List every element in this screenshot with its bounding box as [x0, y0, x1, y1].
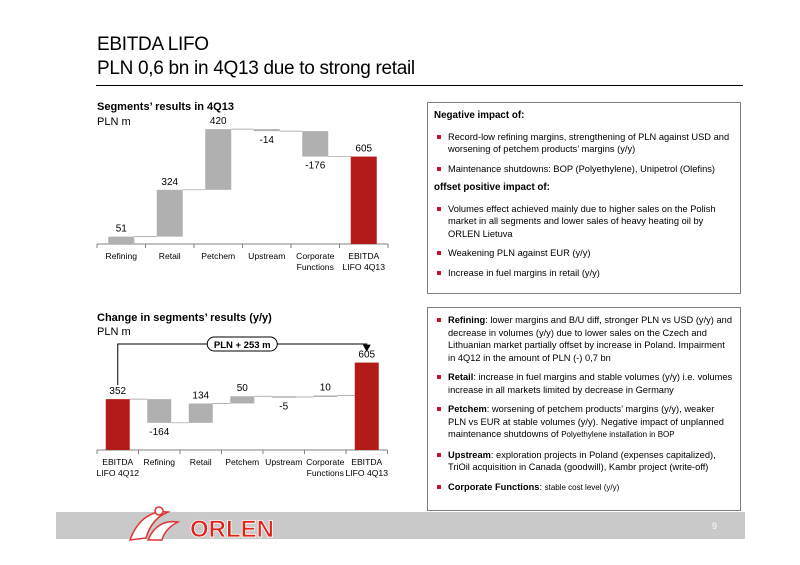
data-label: 10 [320, 383, 332, 394]
orlen-logo: ORLEN [128, 506, 274, 543]
page-title: EBITDA LIFO [97, 34, 209, 55]
data-label: 605 [358, 350, 375, 361]
eagle-icon [128, 506, 181, 541]
list-item: Weakening PLN against EUR (y/y) [434, 247, 734, 260]
data-label: 51 [116, 224, 128, 235]
chart-bar [188, 403, 213, 423]
category-label: Refining [143, 457, 175, 467]
list-item: Retail: increase in fuel margins and sta… [434, 371, 734, 396]
list-item: Refining: lower margins and B/U diff, st… [434, 314, 734, 364]
chart2-unit: PLN m [97, 326, 131, 338]
page-subtitle: PLN 0,6 bn in 4Q13 due to strong retail [97, 58, 415, 79]
segments-commentary-box: Refining: lower margins and B/U diff, st… [427, 307, 741, 511]
list-item: Increase in fuel margins in retail (y/y) [434, 267, 734, 280]
chart-bar [230, 396, 255, 404]
list-item: Corporate Functions: stable cost level (… [434, 481, 734, 495]
category-label: Petchem [225, 457, 259, 467]
chart-bar [147, 399, 172, 423]
box1-list-negative: Record-low refining margins, strengtheni… [434, 131, 734, 176]
segments-results-chart: 51 Refining 324 Retail 420 Petchem -14 Upstream… [96, 116, 389, 272]
chart1-unit: PLN m [97, 116, 131, 128]
category-label: EBITDA [348, 251, 379, 261]
box1-header-negative: Negative impact of: [434, 110, 525, 121]
data-label: -176 [305, 161, 325, 172]
category-label: EBITDA [102, 457, 133, 467]
bullet-icon [437, 484, 441, 489]
box1-header-positive: offset positive impact of: [434, 182, 550, 193]
chart-bar [350, 156, 377, 244]
chart-bar [108, 236, 135, 244]
chart1-title: Segments’ results in 4Q13 [97, 101, 234, 113]
chart-bar [253, 129, 280, 132]
category-label: Upstream [248, 251, 285, 261]
category-label: Petchem [201, 251, 235, 261]
bullet-icon [437, 134, 441, 139]
category-label: Corporate [306, 457, 344, 467]
data-label: -14 [260, 135, 275, 146]
list-item: Upstream: exploration projects in Poland… [434, 449, 734, 474]
chart-bar [205, 129, 232, 190]
chart-bar [271, 396, 296, 398]
list-item: Petchem: worsening of petchem products’ … [434, 403, 734, 442]
category-label: Functions [297, 262, 334, 272]
bullet-icon [437, 318, 441, 322]
annotation-pill [206, 336, 278, 352]
list-item: Volumes effect achieved mainly due to hi… [434, 203, 734, 241]
arrow-down-icon [362, 344, 371, 352]
category-label: Upstream [265, 457, 302, 467]
title-divider [96, 85, 743, 86]
data-label: -164 [149, 427, 169, 438]
bullet-icon [437, 206, 441, 211]
list-item: Record-low refining margins, strengtheni… [434, 131, 734, 156]
chart2-title: Change in segments’ results (y/y) [97, 312, 272, 324]
bullet-icon [437, 407, 441, 411]
data-label: 352 [109, 386, 126, 397]
chart-bar [313, 395, 338, 398]
negative-impact-box: Negative impact of: Record-low refining … [427, 102, 741, 294]
data-label: 134 [192, 390, 209, 401]
data-label: 605 [355, 144, 372, 155]
box1-list-positive: Volumes effect achieved mainly due to hi… [434, 203, 734, 280]
category-label: Retail [190, 457, 212, 467]
chart-bar [354, 362, 379, 450]
chart-bar [105, 399, 130, 450]
annotation-label: PLN + 253 m [214, 340, 271, 351]
category-label: LIFO 4Q13 [342, 262, 385, 272]
bullet-icon [437, 251, 441, 255]
category-label: EBITDA [351, 457, 382, 467]
bullet-icon [437, 452, 441, 457]
data-label: 420 [210, 116, 227, 127]
bullet-icon [437, 166, 441, 171]
category-label: Corporate [296, 251, 334, 261]
category-label: LIFO 4Q13 [345, 468, 388, 478]
chart-bar [156, 189, 183, 237]
logo-text: ORLEN [190, 516, 274, 543]
data-label: -5 [279, 402, 288, 413]
data-label: 324 [161, 177, 178, 188]
segments-commentary-list: Refining: lower margins and B/U diff, st… [434, 314, 734, 494]
bullet-icon [437, 270, 441, 275]
page-number: 9 [712, 521, 718, 531]
bullet-icon [437, 375, 441, 379]
category-label: Functions [307, 468, 344, 478]
data-label: 50 [237, 383, 249, 394]
category-label: Retail [159, 251, 181, 261]
category-label: Refining [105, 251, 137, 261]
chart-bar [302, 131, 329, 157]
category-label: LIFO 4Q12 [96, 468, 139, 478]
list-item: Maintenance shutdowns: BOP (Polyethylene… [434, 163, 734, 176]
